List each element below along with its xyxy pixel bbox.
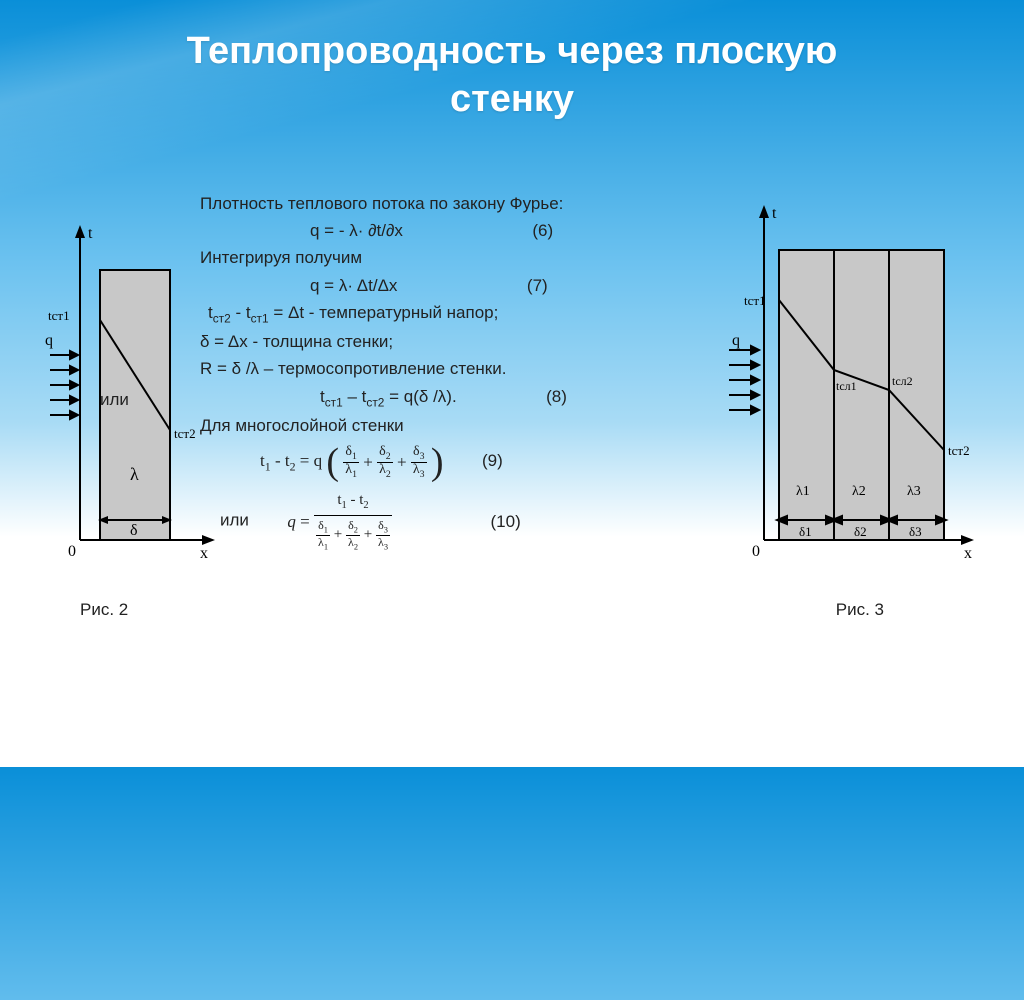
figure-2-caption: Рис. 2 bbox=[80, 600, 128, 620]
eq8-num: (8) bbox=[546, 387, 567, 406]
title-line1: Теплопроводность через плоскую bbox=[187, 30, 838, 72]
line-1: Плотность теплового потока по закону Фур… bbox=[200, 190, 720, 217]
title-line2: стенку bbox=[450, 78, 574, 120]
eq10: или q = t1 - t2 δ1λ1 + δ2λ2 + δ3λ3 (10) bbox=[200, 489, 720, 554]
svg-text:λ1: λ1 bbox=[796, 484, 810, 499]
line-4: q = λ· Δt/Δx (7) bbox=[200, 272, 720, 299]
svg-text:q: q bbox=[732, 332, 740, 349]
content-area: t x 0 q tст1 tст2 λ δ или Рис. 2 bbox=[30, 190, 994, 747]
eq6-num: (6) bbox=[532, 221, 553, 240]
eq9: t1 - t2 = q ( δ1λ1 + δ2λ2 + δ3λ3 ) (9) bbox=[200, 445, 720, 479]
svg-text:λ2: λ2 bbox=[852, 484, 866, 499]
svg-text:δ3: δ3 bbox=[909, 524, 922, 539]
svg-text:tст2: tст2 bbox=[174, 426, 196, 441]
svg-text:δ2: δ2 bbox=[854, 524, 867, 539]
figure-3: t x 0 q tст1 tст2 tсл1 tсл2 λ1 λ2 λ3 δ1 … bbox=[724, 200, 984, 580]
svg-text:t: t bbox=[772, 205, 777, 222]
figure-2: t x 0 q tст1 tст2 λ δ bbox=[40, 220, 220, 580]
line-8: tст1 – tст2 = q(δ /λ). (8) bbox=[200, 383, 720, 412]
svg-text:tст2: tст2 bbox=[948, 443, 970, 458]
svg-text:t: t bbox=[88, 225, 93, 242]
line-2: q = - λ· ∂t/∂x (6) bbox=[200, 217, 720, 244]
svg-text:λ: λ bbox=[130, 464, 139, 484]
eq10-num: (10) bbox=[491, 512, 521, 531]
line-7: R = δ /λ – термосопротивление стенки. bbox=[200, 355, 720, 382]
or-label: или bbox=[100, 390, 129, 410]
line-6: δ = Δx - толщина стенки; bbox=[200, 328, 720, 355]
line-5: tст2 - tст1 = Δt - температурный напор; bbox=[200, 299, 720, 328]
slide-title: Теплопроводность через плоскую стенку bbox=[0, 0, 1024, 123]
eq7-num: (7) bbox=[527, 276, 548, 295]
eq7: q = λ· Δt/Δx bbox=[310, 276, 397, 295]
svg-text:tст1: tст1 bbox=[744, 293, 766, 308]
svg-text:tсл1: tсл1 bbox=[836, 379, 857, 393]
svg-text:0: 0 bbox=[752, 543, 760, 560]
svg-text:δ: δ bbox=[130, 522, 138, 539]
svg-text:0: 0 bbox=[68, 543, 76, 560]
line-9: Для многослойной стенки bbox=[200, 412, 720, 439]
svg-text:λ3: λ3 bbox=[907, 484, 921, 499]
figure-3-caption: Рис. 3 bbox=[836, 600, 884, 620]
eq9-num: (9) bbox=[482, 451, 503, 470]
line-3: Интегрируя получим bbox=[200, 244, 720, 271]
svg-text:tст1: tст1 bbox=[48, 308, 70, 323]
eq6: q = - λ· ∂t/∂x bbox=[310, 221, 403, 240]
or-2: или bbox=[220, 511, 249, 530]
svg-text:x: x bbox=[964, 545, 972, 562]
text-column: Плотность теплового потока по закону Фур… bbox=[200, 190, 720, 555]
svg-text:q: q bbox=[45, 332, 53, 349]
svg-text:δ1: δ1 bbox=[799, 524, 812, 539]
svg-text:tсл2: tсл2 bbox=[892, 374, 913, 388]
